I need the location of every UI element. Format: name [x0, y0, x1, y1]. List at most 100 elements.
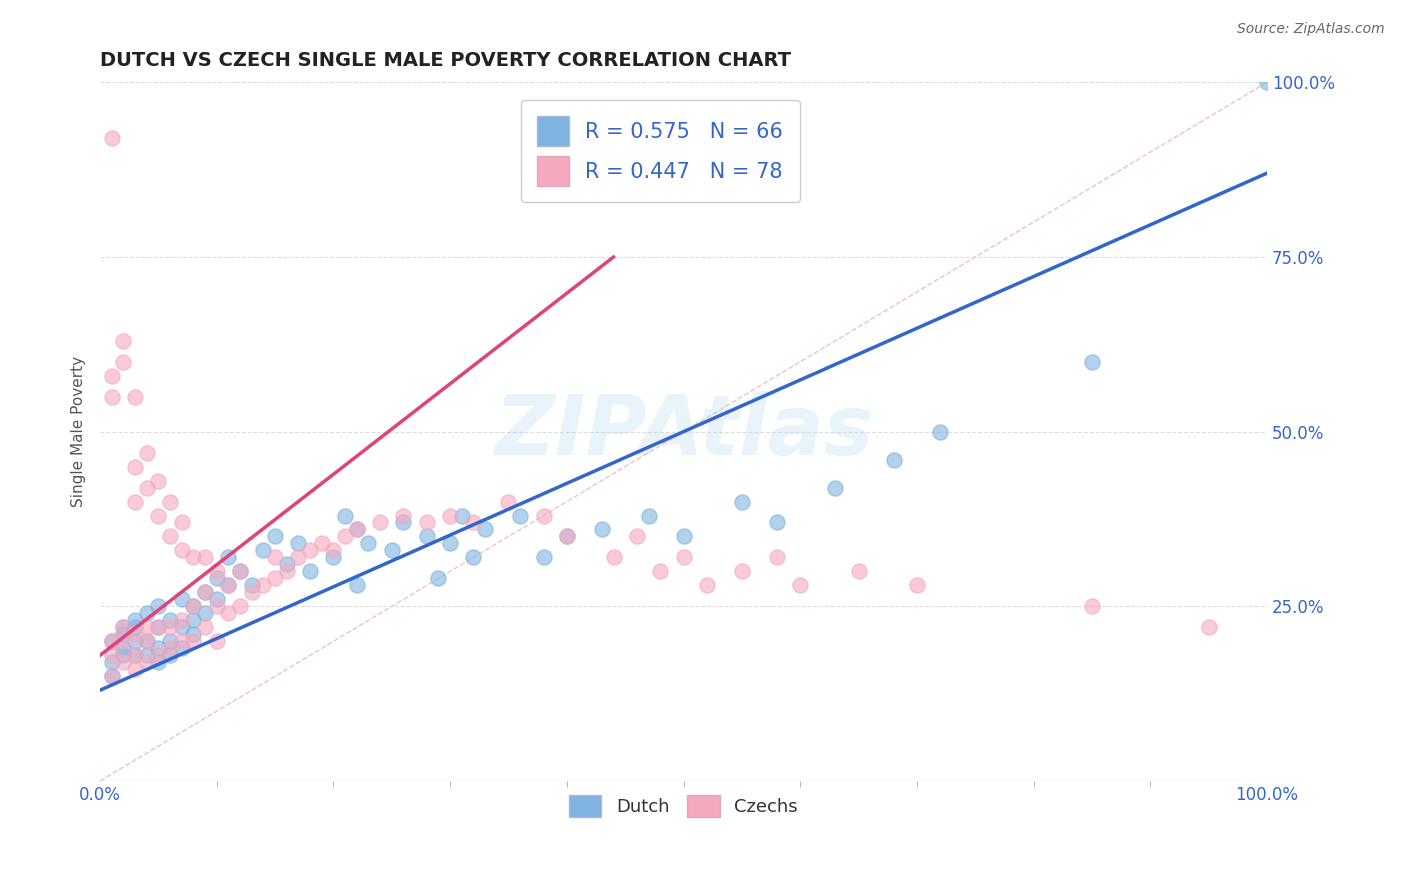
- Point: [101, 669, 124, 683]
- Point: [148, 474, 170, 488]
- Text: ZIPAtlas: ZIPAtlas: [494, 392, 873, 472]
- Point: [229, 565, 252, 579]
- Point: [650, 565, 672, 579]
- Point: [159, 494, 181, 508]
- Point: [311, 536, 333, 550]
- Point: [555, 529, 578, 543]
- Point: [194, 607, 217, 621]
- Point: [183, 634, 205, 648]
- Point: [101, 648, 124, 663]
- Point: [333, 529, 356, 543]
- Point: [731, 565, 754, 579]
- Point: [533, 508, 555, 523]
- Point: [392, 508, 415, 523]
- Point: [170, 620, 193, 634]
- Point: [101, 634, 124, 648]
- Point: [1256, 75, 1278, 89]
- Point: [766, 516, 789, 530]
- Point: [170, 641, 193, 656]
- Point: [240, 578, 263, 592]
- Y-axis label: Single Male Poverty: Single Male Poverty: [72, 356, 86, 508]
- Text: Source: ZipAtlas.com: Source: ZipAtlas.com: [1237, 22, 1385, 37]
- Point: [591, 523, 613, 537]
- Point: [672, 550, 695, 565]
- Point: [322, 543, 344, 558]
- Point: [112, 620, 135, 634]
- Point: [135, 481, 157, 495]
- Point: [672, 529, 695, 543]
- Point: [101, 655, 124, 669]
- Point: [194, 585, 217, 599]
- Point: [883, 452, 905, 467]
- Point: [112, 648, 135, 663]
- Point: [731, 494, 754, 508]
- Point: [252, 543, 274, 558]
- Point: [148, 655, 170, 669]
- Point: [416, 529, 439, 543]
- Point: [183, 627, 205, 641]
- Point: [824, 481, 846, 495]
- Point: [252, 578, 274, 592]
- Point: [170, 634, 193, 648]
- Point: [101, 390, 124, 404]
- Point: [124, 613, 146, 627]
- Point: [696, 578, 718, 592]
- Point: [101, 634, 124, 648]
- Point: [463, 550, 485, 565]
- Point: [287, 550, 309, 565]
- Point: [135, 634, 157, 648]
- Point: [183, 613, 205, 627]
- Point: [124, 390, 146, 404]
- Point: [555, 529, 578, 543]
- Point: [205, 571, 228, 585]
- Point: [124, 459, 146, 474]
- Point: [124, 634, 146, 648]
- Point: [1198, 620, 1220, 634]
- Point: [264, 529, 287, 543]
- Legend: Dutch, Czechs: Dutch, Czechs: [562, 788, 806, 824]
- Point: [602, 550, 624, 565]
- Point: [322, 550, 344, 565]
- Point: [229, 599, 252, 614]
- Point: [159, 529, 181, 543]
- Point: [135, 620, 157, 634]
- Point: [450, 508, 472, 523]
- Point: [124, 627, 146, 641]
- Point: [112, 634, 135, 648]
- Point: [124, 662, 146, 676]
- Point: [205, 565, 228, 579]
- Point: [346, 523, 368, 537]
- Point: [148, 641, 170, 656]
- Point: [112, 641, 135, 656]
- Point: [148, 648, 170, 663]
- Point: [101, 131, 124, 145]
- Point: [112, 627, 135, 641]
- Point: [381, 543, 404, 558]
- Point: [159, 620, 181, 634]
- Point: [217, 550, 239, 565]
- Point: [183, 599, 205, 614]
- Point: [368, 516, 391, 530]
- Point: [427, 571, 450, 585]
- Point: [637, 508, 659, 523]
- Point: [205, 592, 228, 607]
- Point: [533, 550, 555, 565]
- Point: [416, 516, 439, 530]
- Point: [205, 634, 228, 648]
- Point: [159, 634, 181, 648]
- Point: [439, 536, 461, 550]
- Point: [217, 607, 239, 621]
- Point: [276, 565, 298, 579]
- Point: [170, 516, 193, 530]
- Point: [240, 585, 263, 599]
- Point: [217, 578, 239, 592]
- Point: [101, 669, 124, 683]
- Point: [346, 578, 368, 592]
- Point: [217, 578, 239, 592]
- Point: [159, 648, 181, 663]
- Point: [112, 620, 135, 634]
- Point: [766, 550, 789, 565]
- Point: [124, 648, 146, 663]
- Point: [357, 536, 380, 550]
- Point: [124, 494, 146, 508]
